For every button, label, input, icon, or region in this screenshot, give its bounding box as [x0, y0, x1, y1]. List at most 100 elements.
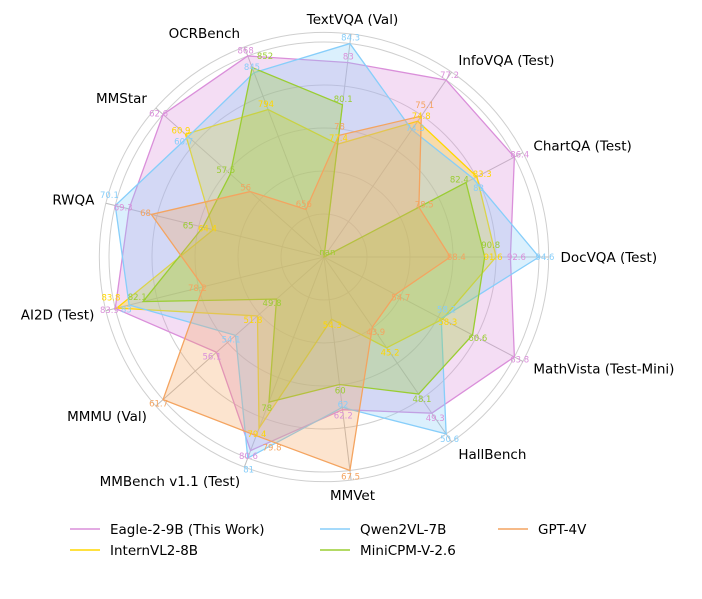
- data-label: 82.4: [450, 176, 469, 186]
- data-label: nan: [319, 248, 335, 258]
- data-label: 86.4: [510, 150, 529, 160]
- data-label: 77.2: [440, 71, 459, 81]
- axis-line: [323, 256, 524, 362]
- data-label: 69.3: [114, 204, 133, 214]
- data-label: 65: [183, 222, 194, 232]
- series-polygon: [115, 108, 497, 431]
- axis-label: AI2D (Test): [21, 307, 95, 323]
- data-label: 88.4: [447, 253, 466, 263]
- data-label: 852: [257, 52, 273, 62]
- axis-label: InfoVQA (Test): [458, 53, 554, 69]
- data-label: 58.2: [437, 305, 456, 315]
- data-label: 92.6: [507, 253, 526, 263]
- data-label: 60.6: [468, 334, 487, 344]
- data-label: 43.9: [366, 328, 385, 338]
- axis-label: MMMU (Val): [67, 409, 147, 425]
- axis-line: [243, 256, 325, 468]
- series-polygon: [150, 115, 452, 472]
- data-label: 82.1: [128, 293, 147, 303]
- data-label: 83: [121, 305, 132, 315]
- data-label: 78.2: [188, 284, 207, 294]
- data-label: 49.8: [263, 299, 282, 309]
- axis-label: ChartQA (Test): [533, 139, 631, 155]
- data-label: 50.6: [440, 435, 459, 445]
- axis-label: HallBench: [458, 447, 526, 463]
- data-label: 78.5: [415, 200, 434, 210]
- series-polygon: [114, 42, 540, 460]
- data-label: 68: [140, 209, 151, 219]
- data-label: 48.1: [413, 395, 432, 405]
- data-label: 51.8: [243, 316, 262, 326]
- axis-label: MMBench v1.1 (Test): [100, 474, 241, 490]
- data-label: 62.2: [334, 412, 353, 422]
- data-label: 79.8: [263, 443, 282, 453]
- data-label: 81: [243, 466, 254, 476]
- axis-line: [243, 46, 325, 258]
- data-label: 80.1: [334, 95, 353, 105]
- data-label: 75.1: [415, 101, 434, 111]
- axis-line: [155, 256, 325, 407]
- data-label: 54.7: [391, 293, 410, 303]
- data-label: 83.8: [101, 294, 120, 304]
- data-label: 83.3: [473, 170, 492, 180]
- data-label: 91.6: [484, 253, 503, 263]
- data-label: 45.2: [381, 349, 400, 359]
- data-label: 60: [335, 386, 346, 396]
- data-label: 90.8: [481, 241, 500, 251]
- axis-label: DocVQA (Test): [561, 250, 658, 266]
- axis-label: RWQA: [52, 193, 95, 209]
- axis-line: [105, 202, 325, 258]
- axis-line: [323, 256, 453, 443]
- data-label: 77.4: [329, 134, 348, 144]
- data-label: 70.1: [100, 191, 119, 201]
- data-label: 49.3: [426, 414, 445, 424]
- data-label: 74.8: [412, 112, 431, 122]
- legend-label: GPT-4V: [538, 522, 587, 538]
- data-label: 62.6: [149, 109, 168, 119]
- data-label: 58.3: [438, 318, 457, 328]
- data-label: 79.4: [247, 430, 266, 440]
- axis-line: [323, 256, 352, 481]
- data-label: 84.3: [341, 34, 360, 44]
- data-label: 61.7: [149, 400, 168, 410]
- axis-line: [323, 71, 453, 258]
- data-label: 64.4: [198, 224, 217, 234]
- data-label: 63.8: [510, 356, 529, 366]
- data-label: 57.5: [216, 166, 235, 176]
- data-label: 83: [473, 184, 484, 194]
- data-label: 78: [261, 404, 272, 414]
- data-label: 67.5: [341, 472, 360, 482]
- data-label: 94.6: [536, 253, 555, 263]
- axis-labels: DocVQA (Test) ChartQA (Test) InfoVQA (Test…: [21, 12, 675, 504]
- data-label: 56.1: [202, 352, 221, 362]
- legend: Eagle-2-9B (This Work) InternVL2-8B Qwen2V…: [70, 522, 587, 559]
- data-label: 62: [338, 400, 349, 410]
- data-label: 78: [334, 122, 345, 132]
- data-label: 54.1: [222, 335, 241, 345]
- axis-line: [155, 107, 325, 258]
- axis-label: OCRBench: [169, 26, 241, 42]
- data-label: 656: [296, 200, 312, 210]
- legend-label: Eagle-2-9B (This Work): [110, 522, 265, 538]
- data-label: 56: [240, 184, 251, 194]
- data-label: 60.9: [172, 126, 191, 136]
- data-label: 83.9: [100, 306, 119, 316]
- value-labels: 92.6 86.4 77.2 83 868 62.6 69.3 83.9 56.1 80.6 62.…: [100, 34, 555, 483]
- series-polygons: [114, 42, 540, 472]
- axis-label: MMStar: [96, 91, 147, 107]
- axis-label: MMVet: [330, 488, 375, 504]
- axis-label: MathVista (Test-Mini): [533, 361, 674, 377]
- series-polygon: [141, 66, 486, 404]
- axis-label: TextVQA (Val): [306, 12, 398, 28]
- legend-label: InternVL2-8B: [110, 543, 198, 559]
- data-label: 54.3: [323, 321, 342, 331]
- data-label: 60.7: [174, 138, 193, 148]
- data-label: 80.6: [239, 452, 258, 462]
- legend-label: MiniCPM-V-2.6: [360, 543, 456, 559]
- data-label: 868: [238, 46, 254, 56]
- data-label: 74.3: [406, 124, 425, 134]
- data-label: 794: [258, 100, 274, 110]
- legend-label: Qwen2VL-7B: [360, 522, 446, 538]
- data-label: 845: [244, 63, 260, 73]
